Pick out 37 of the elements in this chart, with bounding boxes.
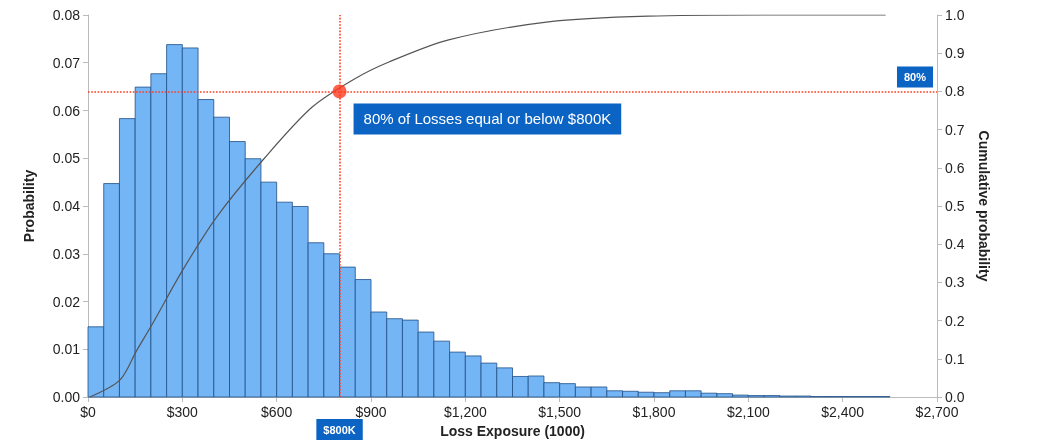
y-tick-label: 0.01 xyxy=(52,341,81,358)
y2-tick-label: 0.3 xyxy=(945,274,965,291)
y-tick-label: 0.00 xyxy=(52,389,81,405)
y-tick-label: 0.03 xyxy=(52,245,81,262)
y2-tick-label: 0.6 xyxy=(945,159,965,176)
line-series xyxy=(89,14,886,398)
y2-tick-label: 0.8 xyxy=(945,83,965,100)
ref-line-label: 80% xyxy=(903,70,927,83)
y-tick-label: 0.04 xyxy=(52,198,81,214)
y2-tick-label: 1.0 xyxy=(945,7,965,23)
y2-tick-label: 0.0 xyxy=(945,389,965,405)
x-tick-label: $2,700 xyxy=(915,404,959,420)
x-tick-label: $1,500 xyxy=(538,404,582,420)
y2-tick-label: 0.7 xyxy=(945,121,965,138)
x-tick-label: $1,200 xyxy=(443,404,487,420)
y-tick-label: 0.02 xyxy=(52,293,81,310)
annotation: 80% of Losses equal or below $800K xyxy=(363,110,612,128)
y-tick-label: 0.07 xyxy=(52,54,81,71)
y2-tick-label: 0.2 xyxy=(945,312,965,329)
x-tick-label: $300 xyxy=(166,404,199,420)
y-tick-label: 0.05 xyxy=(52,150,81,167)
x-tick-label: $600 xyxy=(261,404,293,420)
x-tick-label: $0 xyxy=(80,404,96,420)
y2-axis-title: Cumulative probability xyxy=(976,130,992,282)
y2-tick-label: 0.1 xyxy=(945,350,965,367)
x-tick-label: $2,100 xyxy=(726,404,770,420)
y2-tick-label: 0.4 xyxy=(945,236,965,253)
x-tick-label: $900 xyxy=(355,404,387,420)
y2-tick-label: 0.5 xyxy=(945,198,965,214)
x-tick-label: $1,800 xyxy=(632,404,676,420)
x-axis-title: Loss Exposure (1000) xyxy=(440,422,585,439)
y2-tick-label: 0.9 xyxy=(945,45,965,62)
y-axis-title: Probability xyxy=(21,169,37,243)
y-tick-label: 0.08 xyxy=(52,7,81,23)
y-tick-label: 0.06 xyxy=(52,102,81,119)
x-tick-label: $2,400 xyxy=(821,404,865,420)
ref-line-label: $800K xyxy=(323,423,356,436)
